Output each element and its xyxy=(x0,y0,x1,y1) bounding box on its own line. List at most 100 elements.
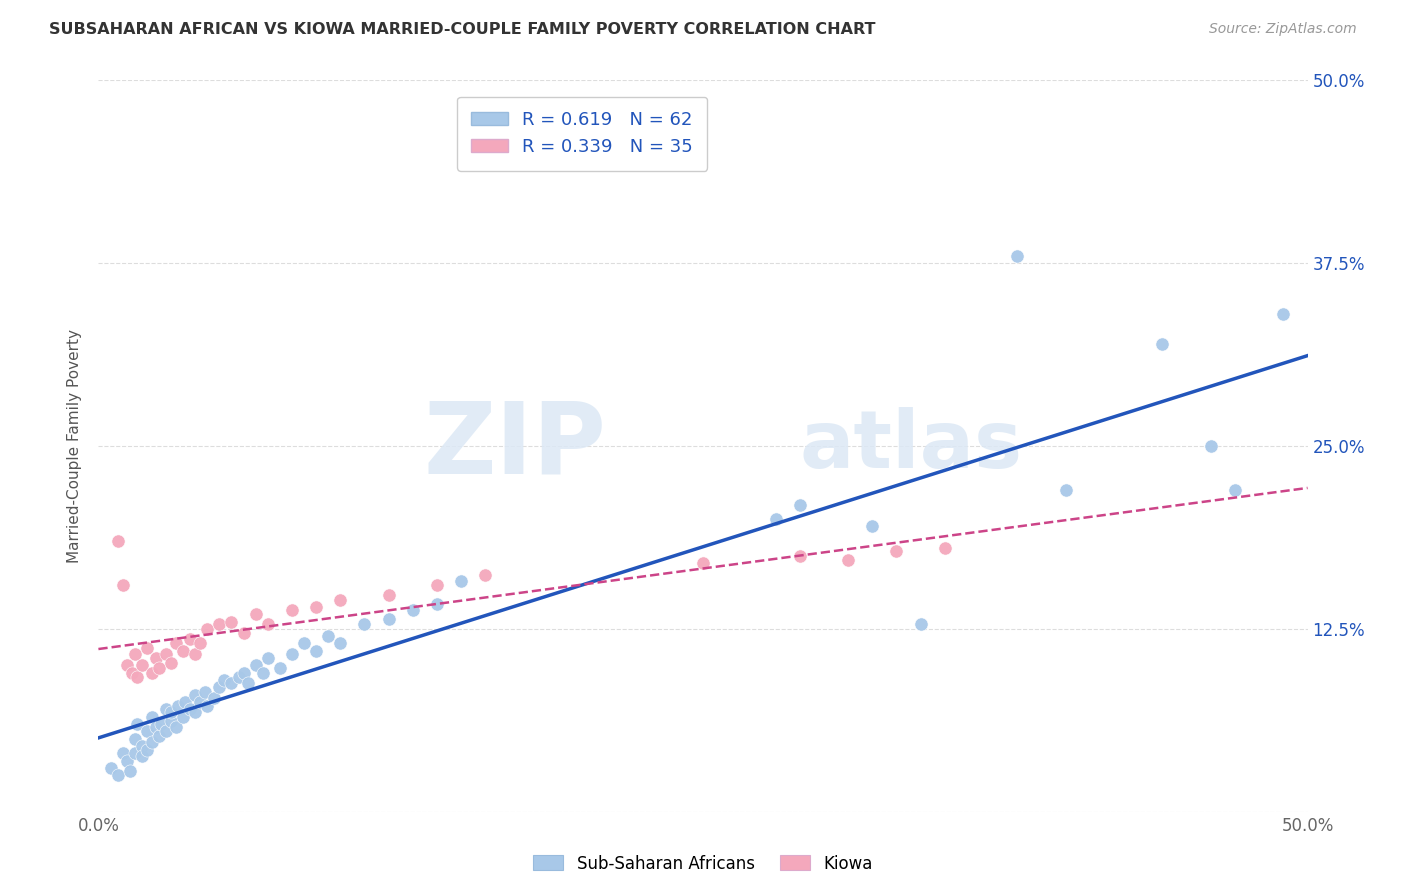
Point xyxy=(141,665,163,680)
Point xyxy=(195,699,218,714)
Point xyxy=(165,636,187,650)
Point xyxy=(141,734,163,748)
Point xyxy=(316,629,339,643)
Point xyxy=(131,749,153,764)
Point xyxy=(402,603,425,617)
Point xyxy=(305,599,328,614)
Point xyxy=(155,724,177,739)
Point xyxy=(148,729,170,743)
Point xyxy=(450,574,472,588)
Point xyxy=(221,676,243,690)
Point xyxy=(1007,249,1029,263)
Point xyxy=(305,644,328,658)
Point xyxy=(121,665,143,680)
Point xyxy=(165,720,187,734)
Point xyxy=(145,651,167,665)
Point xyxy=(910,617,932,632)
Point xyxy=(837,553,859,567)
Point xyxy=(131,658,153,673)
Point xyxy=(789,549,811,563)
Point xyxy=(127,670,149,684)
Point xyxy=(329,636,352,650)
Point xyxy=(208,681,231,695)
Point xyxy=(212,673,235,687)
Point xyxy=(184,705,207,719)
Point xyxy=(860,519,883,533)
Point xyxy=(118,764,141,778)
Point xyxy=(292,636,315,650)
Point xyxy=(167,699,190,714)
Point xyxy=(160,656,183,670)
Point xyxy=(172,709,194,723)
Point xyxy=(179,702,201,716)
Point xyxy=(195,622,218,636)
Point xyxy=(474,567,496,582)
Point xyxy=(426,578,449,592)
Point xyxy=(188,636,211,650)
Point xyxy=(107,768,129,782)
Point xyxy=(228,670,250,684)
Point xyxy=(160,714,183,728)
Point xyxy=(148,661,170,675)
Point xyxy=(238,676,260,690)
Legend: R = 0.619   N = 62, R = 0.339   N = 35: R = 0.619 N = 62, R = 0.339 N = 35 xyxy=(457,96,707,170)
Point xyxy=(124,647,146,661)
Point xyxy=(765,512,787,526)
Point xyxy=(232,665,254,680)
Point xyxy=(111,578,134,592)
Point xyxy=(184,688,207,702)
Point xyxy=(117,658,139,673)
Point xyxy=(377,612,399,626)
Point xyxy=(252,665,274,680)
Point xyxy=(155,702,177,716)
Point xyxy=(1054,483,1077,497)
Point xyxy=(886,544,908,558)
Point xyxy=(329,592,352,607)
Point xyxy=(1152,336,1174,351)
Point xyxy=(221,615,243,629)
Point xyxy=(141,709,163,723)
Point xyxy=(135,724,157,739)
Point xyxy=(426,597,449,611)
Point xyxy=(172,644,194,658)
Point xyxy=(232,626,254,640)
Point xyxy=(127,717,149,731)
Point xyxy=(353,617,375,632)
Point xyxy=(188,695,211,709)
Y-axis label: Married-Couple Family Poverty: Married-Couple Family Poverty xyxy=(67,329,83,563)
Point xyxy=(1199,439,1222,453)
Point xyxy=(789,498,811,512)
Point xyxy=(174,695,197,709)
Point xyxy=(124,746,146,760)
Point xyxy=(131,739,153,753)
Text: atlas: atlas xyxy=(800,407,1022,485)
Point xyxy=(269,661,291,675)
Point xyxy=(194,685,217,699)
Point xyxy=(1272,307,1295,321)
Point xyxy=(245,607,267,622)
Point xyxy=(1223,483,1246,497)
Point xyxy=(155,647,177,661)
Point xyxy=(245,658,267,673)
Point xyxy=(107,534,129,549)
Point xyxy=(204,690,226,705)
Point xyxy=(256,617,278,632)
Point xyxy=(256,651,278,665)
Point xyxy=(111,746,134,760)
Point xyxy=(281,647,304,661)
Text: SUBSAHARAN AFRICAN VS KIOWA MARRIED-COUPLE FAMILY POVERTY CORRELATION CHART: SUBSAHARAN AFRICAN VS KIOWA MARRIED-COUP… xyxy=(49,22,876,37)
Legend: Sub-Saharan Africans, Kiowa: Sub-Saharan Africans, Kiowa xyxy=(527,848,879,880)
Point xyxy=(377,588,399,602)
Point xyxy=(281,603,304,617)
Point xyxy=(135,640,157,655)
Text: Source: ZipAtlas.com: Source: ZipAtlas.com xyxy=(1209,22,1357,37)
Point xyxy=(150,717,173,731)
Point xyxy=(179,632,201,646)
Point xyxy=(692,556,714,570)
Point xyxy=(124,731,146,746)
Point xyxy=(184,647,207,661)
Point xyxy=(135,743,157,757)
Point xyxy=(117,754,139,768)
Point xyxy=(100,761,122,775)
Point xyxy=(160,705,183,719)
